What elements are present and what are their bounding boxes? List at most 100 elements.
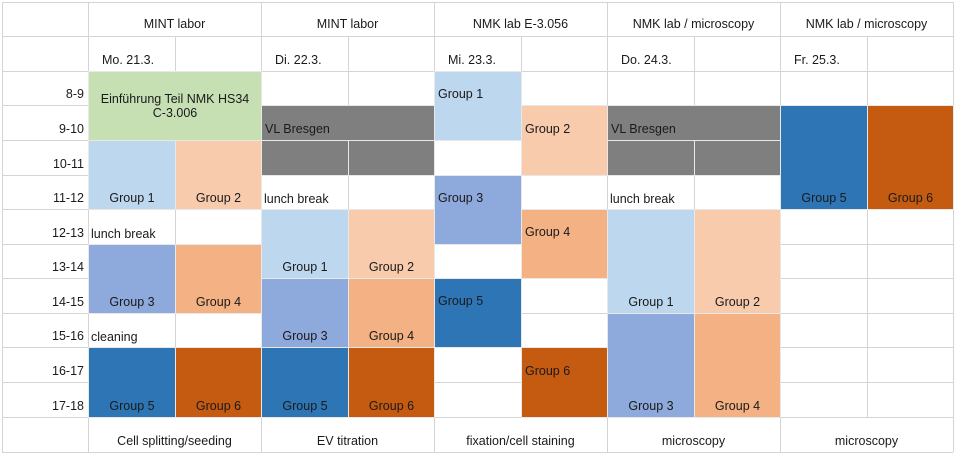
- time-label: 11-12: [2, 175, 88, 209]
- time-label-text: 14-15: [52, 295, 84, 309]
- schedule-block-text: Group 2: [195, 191, 242, 205]
- grid-line: [2, 2, 3, 452]
- schedule-block-text: Group 4: [195, 295, 242, 309]
- time-label: 16-17: [2, 347, 88, 382]
- grid-line: [2, 36, 953, 37]
- date-label: Mo. 21.3.: [88, 36, 175, 71]
- schedule-block: Group 3: [261, 278, 349, 348]
- grid-line: [867, 36, 868, 417]
- schedule-block-text: VL Bresgen: [611, 122, 676, 136]
- schedule-block: [348, 140, 435, 176]
- schedule-block-text: Group 6: [368, 399, 415, 413]
- grid-line: [175, 36, 176, 417]
- time-label: 12-13: [2, 209, 88, 244]
- date-label: Do. 24.3.: [607, 36, 694, 71]
- activity-footer-text: microscopy: [661, 434, 726, 448]
- time-label-text: 12-13: [52, 226, 84, 240]
- schedule-block-text: VL Bresgen: [265, 122, 330, 136]
- schedule-block: [607, 140, 695, 176]
- schedule-block: Group 6: [867, 105, 954, 210]
- activity-footer: EV titration: [261, 417, 434, 452]
- schedule-block: Group 4: [175, 244, 262, 314]
- schedule-block-text: Group 6: [887, 191, 934, 205]
- schedule-block: [261, 140, 349, 176]
- schedule-note: lunch break: [261, 175, 435, 210]
- venue-header-text: NMK lab / microscopy: [805, 17, 928, 31]
- schedule-block: Group 4: [348, 278, 435, 348]
- venue-header-text: NMK lab E-3.056: [472, 17, 569, 31]
- activity-footer: fixation/cell staining: [434, 417, 607, 452]
- time-label-text: 15-16: [52, 329, 84, 343]
- schedule-block: Group 1: [88, 140, 176, 210]
- date-label-text: Di. 22.3.: [275, 53, 322, 67]
- date-label-text: Do. 24.3.: [621, 53, 672, 67]
- schedule-block-text: Group 4: [714, 399, 761, 413]
- schedule-note: cleaning: [88, 313, 176, 348]
- date-label-text: Mi. 23.3.: [448, 53, 496, 67]
- schedule-block: [694, 140, 781, 176]
- schedule-block: Group 2: [175, 140, 262, 210]
- schedule-block: Group 2: [521, 105, 608, 176]
- schedule-block-text: Group 6: [195, 399, 242, 413]
- schedule-block: Group 5: [780, 105, 868, 210]
- schedule-block-text: Group 2: [525, 122, 571, 136]
- schedule-block: Group 5: [261, 347, 349, 418]
- schedule-note: lunch break: [607, 175, 781, 210]
- schedule-block-text: Group 3: [109, 295, 155, 309]
- grid-line: [2, 452, 953, 453]
- schedule-block: Group 6: [521, 347, 608, 418]
- time-label: 17-18: [2, 382, 88, 417]
- schedule-block-text: Group 6: [525, 364, 571, 378]
- schedule-block-text: Group 3: [628, 399, 674, 413]
- schedule-block: Group 5: [88, 347, 176, 418]
- schedule-note-text: lunch break: [264, 192, 329, 206]
- activity-footer: microscopy: [780, 417, 953, 452]
- schedule-block: Einführung Teil NMK HS34 C-3.006: [88, 71, 262, 141]
- venue-header: MINT labor: [88, 2, 261, 36]
- time-label: 15-16: [2, 313, 88, 347]
- schedule-block: Group 2: [348, 209, 435, 279]
- schedule-block-text: Group 5: [109, 399, 155, 413]
- schedule-note-text: cleaning: [91, 330, 138, 344]
- schedule-note-text: lunch break: [610, 192, 675, 206]
- schedule-block-text: Group 1: [628, 295, 674, 309]
- schedule-block: Group 3: [607, 313, 695, 418]
- grid-line: [2, 417, 953, 418]
- schedule-block-text: Group 5: [438, 294, 484, 308]
- time-label-text: 13-14: [52, 260, 84, 274]
- schedule-block: Group 6: [175, 347, 262, 418]
- date-label: Di. 22.3.: [261, 36, 348, 71]
- schedule-block-text: Group 4: [525, 225, 571, 239]
- time-label-text: 8-9: [65, 87, 84, 101]
- schedule-block: Group 3: [88, 244, 176, 314]
- schedule-block: Group 2: [694, 209, 781, 314]
- time-label: 8-9: [2, 71, 88, 105]
- grid-line: [953, 2, 954, 452]
- time-label-text: 17-18: [52, 399, 84, 413]
- schedule-note: lunch break: [88, 209, 262, 245]
- schedule-block-text: Einführung Teil NMK HS34 C-3.006: [100, 92, 250, 120]
- schedule-block-text: Group 2: [368, 260, 415, 274]
- schedule-block-text: Group 5: [282, 399, 328, 413]
- schedule-block-text: Group 1: [282, 260, 328, 274]
- venue-header: NMK lab / microscopy: [607, 2, 780, 36]
- activity-footer-text: fixation/cell staining: [466, 434, 575, 448]
- schedule-block: Group 6: [348, 347, 435, 418]
- schedule-block-text: Group 1: [109, 191, 155, 205]
- date-label-text: Fr. 25.3.: [794, 53, 840, 67]
- activity-footer: Cell splitting/seeding: [88, 417, 261, 452]
- time-label-text: 9-10: [58, 122, 84, 136]
- schedule-block: Group 5: [434, 278, 522, 348]
- venue-header: MINT labor: [261, 2, 434, 36]
- schedule-block: Group 4: [521, 209, 608, 279]
- schedule-block: VL Bresgen: [261, 105, 435, 141]
- time-label: 14-15: [2, 278, 88, 313]
- schedule-block-text: Group 3: [282, 329, 328, 343]
- schedule-block-text: Group 2: [714, 295, 761, 309]
- schedule-block-text: Group 1: [438, 87, 484, 101]
- venue-header-text: NMK lab / microscopy: [632, 17, 755, 31]
- date-label-text: Mo. 21.3.: [102, 53, 155, 67]
- time-label-text: 16-17: [52, 364, 84, 378]
- activity-footer-text: EV titration: [316, 434, 379, 448]
